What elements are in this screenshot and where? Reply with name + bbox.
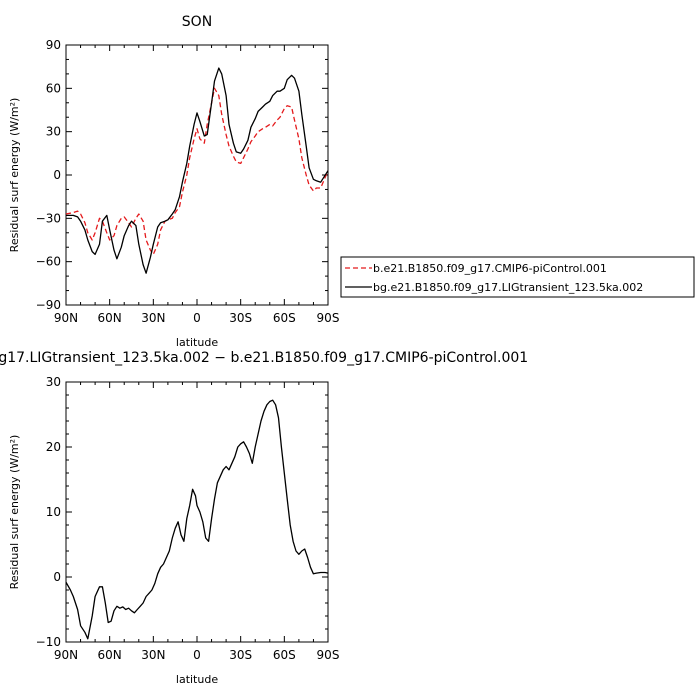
- bottom-series-line-0: [65, 399, 329, 640]
- bottom-x-tick-label: 30N: [141, 648, 165, 662]
- bottom-x-tick-label: 60N: [98, 648, 122, 662]
- bottom-x-tick-label: 0: [193, 648, 201, 662]
- legend-box: [340, 256, 695, 298]
- top-x-tick-label: 60S: [273, 311, 296, 325]
- legend: b.e21.B1850.f09_g17.CMIP6-piControl.001 …: [340, 256, 695, 298]
- bottom-x-axis-label: latitude: [176, 673, 218, 686]
- top-chart-title: SON: [182, 14, 212, 30]
- top-x-tick-label: 30S: [229, 311, 252, 325]
- bottom-series-lines: [65, 399, 329, 640]
- bottom-y-axis-label: Residual surf energy (W/m²): [8, 435, 21, 590]
- top-y-tick-label: −30: [36, 211, 61, 225]
- top-y-tick-label: −90: [36, 298, 61, 312]
- top-x-tick-label: 30N: [141, 311, 165, 325]
- bottom-chart-title: bg.e21.B1850.f09_g17.LIGtransient_123.5k…: [0, 350, 528, 366]
- bottom-x-tick-label: 60S: [273, 648, 296, 662]
- top-x-tick-label: 60N: [98, 311, 122, 325]
- bottom-x-tick-label: 90S: [317, 648, 340, 662]
- top-plot-frame: [65, 44, 329, 306]
- bottom-x-tick-label: 90N: [54, 648, 78, 662]
- top-x-tick-label: 90N: [54, 311, 78, 325]
- top-y-tick-label: −60: [36, 255, 61, 269]
- top-series-line-1: [66, 67, 329, 274]
- bottom-x-tick-label: 30S: [229, 648, 252, 662]
- bottom-y-tick-label: 10: [46, 505, 61, 519]
- top-x-tick-label: 0: [193, 311, 201, 325]
- bottom-y-tick-label: 0: [53, 570, 61, 584]
- top-x-axis-label: latitude: [176, 336, 218, 349]
- legend-label-ligtransient: bg.e21.B1850.f09_g17.LIGtransient_123.5k…: [373, 281, 643, 294]
- top-y-tick-label: 90: [46, 38, 61, 52]
- top-chart: SON 90N 60N 30N 0 30S 60S 90S−90−60−300306090 …: [8, 14, 339, 349]
- top-x-tick-label: 90S: [317, 311, 340, 325]
- bottom-y-tick-label: 30: [46, 375, 61, 389]
- top-y-tick-label: 60: [46, 81, 61, 95]
- top-series-line-0: [65, 87, 329, 256]
- top-y-tick-label: 30: [46, 125, 61, 139]
- bottom-y-tick-label: 20: [46, 440, 61, 454]
- bottom-chart: bg.e21.B1850.f09_g17.LIGtransient_123.5k…: [0, 350, 528, 686]
- legend-label-picontrol: b.e21.B1850.f09_g17.CMIP6-piControl.001: [373, 262, 607, 275]
- top-y-axis-label: Residual surf energy (W/m²): [8, 98, 21, 253]
- top-series-lines: [65, 67, 329, 274]
- top-ticks: 90N 60N 30N 0 30S 60S 90S −90 −60 −30 0 30 60 90: [36, 38, 340, 325]
- bottom-ticks: 90N 60N 30N 0 30S 60S 90S −10 0 10 20 30: [36, 375, 340, 662]
- bottom-y-tick-label: −10: [36, 635, 61, 649]
- top-y-tick-label: 0: [53, 168, 61, 182]
